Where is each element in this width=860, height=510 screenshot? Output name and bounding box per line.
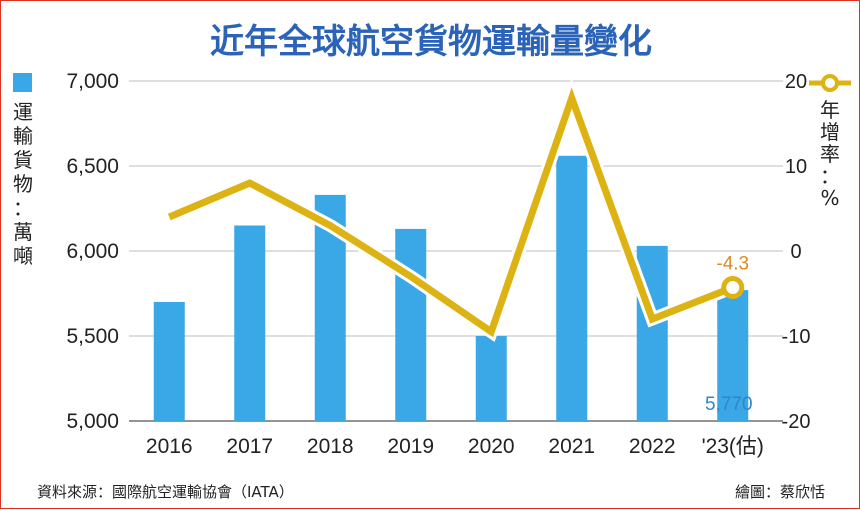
axis-label-char: 年 <box>820 98 840 122</box>
bar-2021 <box>556 155 588 422</box>
right-tick-label: 10 <box>785 156 807 178</box>
chart-title: 近年全球航空貨物運輸量變化 <box>210 22 652 62</box>
right-axis-label: 年增率：% <box>820 98 840 210</box>
x-tick-label: 2016 <box>146 435 193 458</box>
right-tick-label: -20 <box>782 411 811 433</box>
right-tick-label: 20 <box>785 71 807 93</box>
x-tick-label: 2021 <box>548 435 595 458</box>
line-last-value-label: -4.3 <box>716 254 749 275</box>
right-tick-label: -10 <box>782 326 811 348</box>
x-tick-label: 2022 <box>629 435 676 458</box>
bar-2020 <box>475 336 507 421</box>
axis-label-char: 物 <box>13 172 33 196</box>
x-tick-label: 2020 <box>468 435 515 458</box>
bar-legend-swatch <box>13 73 32 92</box>
bar-series <box>153 155 749 422</box>
left-tick-label: 7,000 <box>66 70 119 93</box>
bar-last-value-label: 5,770 <box>705 394 753 415</box>
credit-note: 繪圖：蔡欣恬 <box>735 483 825 501</box>
line-last-point-marker <box>721 276 745 300</box>
x-tick-label: 2018 <box>307 435 354 458</box>
bar-2019 <box>395 228 427 421</box>
left-tick-label: 5,000 <box>66 410 119 433</box>
bar-2016 <box>153 302 185 421</box>
bar-2017 <box>234 225 266 421</box>
bar-'23(估) <box>717 290 749 421</box>
gridlines <box>129 80 783 422</box>
x-axis-ticks: 2016 2017 2018 2019 2020 2021 2022 '23(估) <box>146 435 764 458</box>
x-tick-label: 2017 <box>226 435 273 458</box>
line-series <box>166 78 745 342</box>
right-axis-ticks: 20 10 0 -10 -20 <box>782 71 811 433</box>
x-tick-label: 2019 <box>387 435 434 458</box>
left-tick-label: 5,500 <box>66 325 119 348</box>
x-tick-label: '23(估) <box>702 435 764 458</box>
axis-label-char: ： <box>820 164 840 188</box>
source-note: 資料來源：國際航空運輸協會（IATA） <box>37 483 294 501</box>
growth-rate-line <box>167 87 735 338</box>
axis-label-char: 增 <box>820 120 840 144</box>
line-legend-marker <box>809 74 851 92</box>
axis-label-char: 貨 <box>13 148 33 172</box>
axis-label-char: 輸 <box>13 124 33 148</box>
axis-label-char: % <box>820 186 839 210</box>
axis-label-char: 率 <box>820 142 840 166</box>
axis-label-char: ： <box>13 196 33 220</box>
left-tick-label: 6,500 <box>66 155 119 178</box>
axis-label-char: 噸 <box>13 244 33 268</box>
left-axis-ticks: 7,000 6,500 6,000 5,500 5,000 <box>66 70 119 433</box>
right-tick-label: 0 <box>790 241 801 263</box>
axis-label-char: 運 <box>13 100 33 124</box>
axis-label-char: 萬 <box>13 220 33 244</box>
left-tick-label: 6,000 <box>66 240 119 263</box>
